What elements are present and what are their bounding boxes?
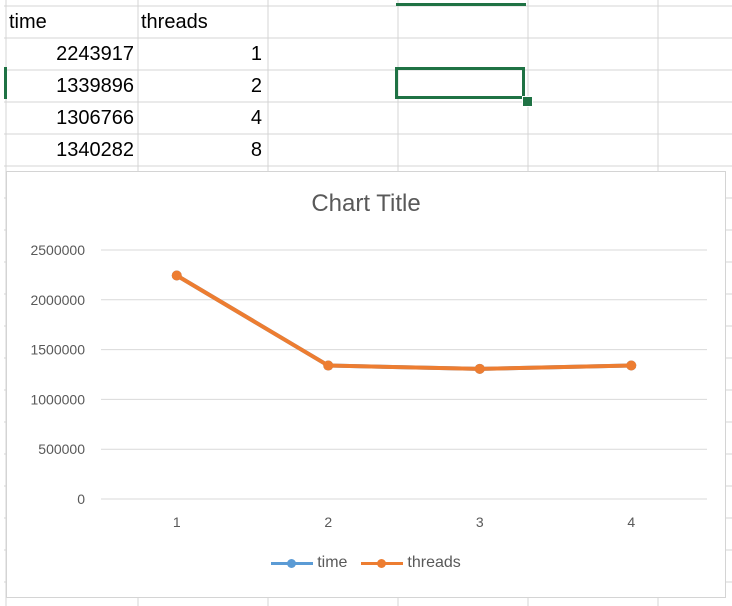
chart-plot-area: 0 500000 1000000 1500000 2000000 2500000 1 2 3 4 [30,242,707,530]
selected-row-indicator [4,67,7,99]
y-tick-label: 1500000 [30,342,85,358]
y-tick-label: 500000 [38,441,85,457]
chart-legend[interactable]: time threads [7,554,725,572]
legend-item-time[interactable]: time [271,554,347,572]
series-line-threads [175,273,632,371]
y-tick-label: 2000000 [30,292,85,308]
chart-title[interactable]: Chart Title [311,190,421,217]
cell-threads-3[interactable]: 4 [250,107,262,129]
active-cell-selection[interactable] [395,67,525,99]
cell-threads-2[interactable]: 2 [250,75,262,97]
cell-time-2[interactable]: 1339896 [56,75,134,97]
y-tick-label: 1000000 [30,391,85,407]
cell-time-1[interactable]: 2243917 [56,43,134,65]
legend-swatch-time [271,557,314,569]
series-line-time [175,273,632,371]
cell-threads-4[interactable]: 8 [250,139,262,161]
fill-handle[interactable] [522,96,533,107]
legend-swatch-threads [361,557,404,569]
selected-column-indicator [396,3,526,6]
x-tick-label: 3 [476,514,484,530]
x-tick-label: 4 [627,514,635,530]
x-tick-label: 2 [324,514,332,530]
cell-threads-1[interactable]: 1 [250,43,262,65]
legend-label-threads: threads [407,554,461,571]
legend-label-time: time [317,554,348,571]
cell-time-4[interactable]: 1340282 [56,139,134,161]
header-cell-threads[interactable]: threads [141,11,208,33]
y-tick-label: 0 [77,491,85,507]
y-tick-label: 2500000 [30,242,85,258]
line-chart[interactable]: Chart Title 0 500000 1000000 1500000 2000000… [6,171,726,598]
data-point-threads [474,363,485,374]
data-point-threads [323,360,334,371]
cell-time-3[interactable]: 1306766 [56,107,134,129]
data-point-threads [171,270,182,281]
x-tick-label: 1 [173,514,181,530]
legend-item-threads[interactable]: threads [361,554,461,572]
header-cell-time[interactable]: time [9,11,47,33]
data-point-threads [626,360,637,371]
